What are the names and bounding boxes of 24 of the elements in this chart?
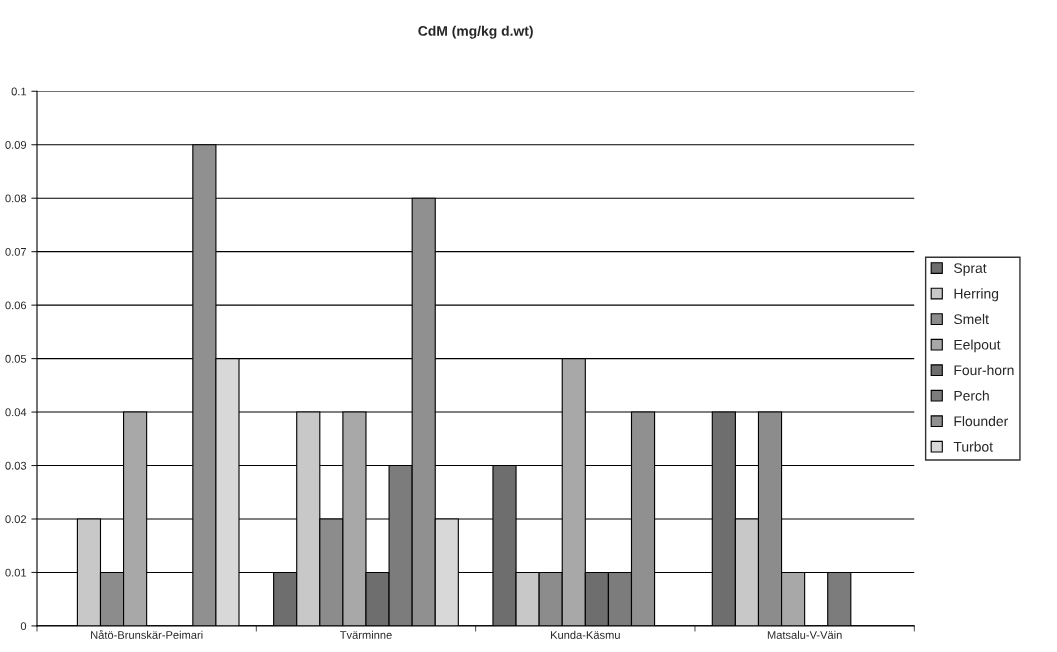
y-tick-label: 0.09	[5, 141, 27, 149]
chart-title: CdM (mg/kg d.wt)	[418, 25, 533, 39]
x-tick-label: Tvärminne	[340, 630, 392, 639]
y-tick-label: 0.02	[5, 515, 27, 524]
legend-label: Eelpout	[954, 339, 1001, 353]
y-tick-label: 0.08	[5, 194, 27, 203]
x-tick-label: Kunda-Käsmu	[551, 630, 620, 639]
x-tick-label: Nåtö-Brunskär-Peimari	[91, 629, 203, 639]
legend-label: Smelt	[954, 313, 989, 325]
legend-label: Sprat	[954, 263, 987, 276]
x-tick-label: Matsalu-V-Väin	[767, 630, 842, 639]
legend-label: Four-horn	[954, 364, 1014, 376]
y-tick-label: 0.04	[5, 408, 27, 417]
y-tick-label: 0.06	[5, 301, 27, 310]
legend-label: Herring	[954, 288, 999, 302]
y-tick-label: 0.03	[5, 461, 27, 470]
y-tick-label: 0	[20, 622, 27, 631]
y-tick-label: 0.01	[5, 568, 27, 577]
legend-label: Turbot	[953, 441, 993, 452]
y-tick-label: 0.1	[11, 87, 27, 96]
legend-label: Flounder	[954, 415, 1008, 427]
y-tick-label: 0.05	[5, 354, 27, 363]
legend-label: Perch	[954, 390, 989, 401]
y-tick-label: 0.07	[5, 247, 27, 256]
